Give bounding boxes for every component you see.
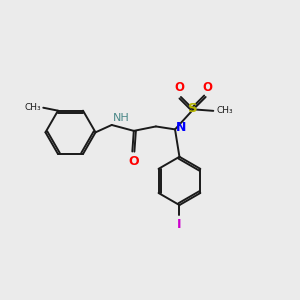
Text: O: O [202,81,212,94]
Text: CH₃: CH₃ [217,106,233,115]
Text: O: O [128,155,139,168]
Text: CH₃: CH₃ [24,103,41,112]
Text: S: S [188,102,198,115]
Text: O: O [174,81,184,94]
Text: N: N [176,121,186,134]
Text: NH: NH [112,112,129,123]
Text: I: I [177,218,182,231]
